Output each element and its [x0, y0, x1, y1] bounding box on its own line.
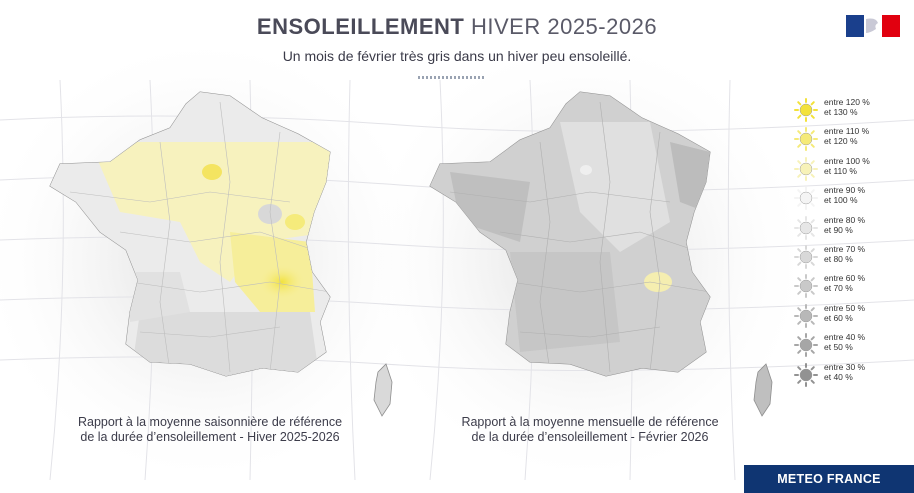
- sun-icon: [794, 186, 818, 211]
- title-period: HIVER 2025-2026: [471, 14, 658, 39]
- legend-label-line: et 120 %: [824, 136, 858, 147]
- caption-line: Rapport à la moyenne mensuelle de référe…: [461, 415, 719, 429]
- title-main: ENSOLEILLEMENT: [256, 14, 465, 39]
- legend-label-line: entre 40 %: [824, 332, 866, 343]
- sun-icon: [794, 244, 818, 269]
- caption-line: Rapport à la moyenne saisonnière de réfé…: [77, 415, 343, 429]
- legend-label: entre 60 % et 70 %: [824, 273, 865, 293]
- sun-icon: [794, 98, 818, 122]
- legend-label: entre 50 % et 60 %: [824, 303, 865, 323]
- legend: entre 120 % et 130 % entre 110 % et 120 % en…: [790, 96, 910, 390]
- legend-label: entre 100 % et 110 %: [824, 156, 870, 176]
- legend-label: entre 90 % et 100 %: [824, 185, 865, 205]
- legend-label-line: entre 120 %: [824, 97, 870, 107]
- legend-label-line: et 110 %: [824, 165, 857, 176]
- caption-winter-season: Rapport à la moyenne saisonnière de réfé…: [30, 415, 390, 445]
- legend-label-line: et 130 %: [824, 107, 858, 117]
- legend-label: entre 120 % et 130 %: [824, 97, 870, 117]
- legend-item: entre 40 % et 50 %: [790, 331, 910, 360]
- legend-label-line: et 80 %: [824, 253, 853, 264]
- sun-icon: [794, 333, 818, 358]
- meteo-france-logo: METEO FRANCE: [744, 465, 914, 493]
- legend-label: entre 30 % et 40 %: [824, 362, 865, 382]
- legend-item: entre 120 % et 130 %: [790, 96, 910, 125]
- legend-label-line: entre 30 %: [824, 361, 866, 372]
- legend-item: entre 100 % et 110 %: [790, 155, 910, 184]
- sun-icon: [794, 274, 818, 299]
- legend-label-line: et 40 %: [824, 371, 853, 382]
- legend-item: entre 90 % et 100 %: [790, 184, 910, 213]
- legend-item: entre 50 % et 60 %: [790, 302, 910, 331]
- legend-label: entre 70 % et 80 %: [824, 244, 865, 264]
- caption-february: Rapport à la moyenne mensuelle de référe…: [410, 415, 770, 445]
- legend-label: entre 40 % et 50 %: [824, 332, 865, 352]
- legend-label-line: entre 50 %: [824, 302, 866, 313]
- legend-label-line: entre 90 %: [824, 185, 866, 196]
- sun-icon: [794, 156, 818, 181]
- page-title: ENSOLEILLEMENT HIVER 2025-2026: [0, 14, 914, 40]
- legend-label-line: et 60 %: [824, 312, 853, 323]
- legend-item: entre 110 % et 120 %: [790, 125, 910, 154]
- legend-label: entre 80 % et 90 %: [824, 215, 865, 235]
- legend-item: entre 80 % et 90 %: [790, 214, 910, 243]
- legend-label-line: et 70 %: [824, 283, 853, 294]
- sun-icon: [794, 127, 818, 152]
- legend-label-line: et 100 %: [824, 195, 858, 206]
- legend-label-line: et 90 %: [824, 224, 853, 235]
- republic-flag-logo: [846, 15, 900, 37]
- legend-item: entre 30 % et 40 %: [790, 361, 910, 390]
- legend-label-line: entre 110 %: [824, 126, 870, 137]
- legend-label: entre 110 % et 120 %: [824, 126, 869, 146]
- legend-label-line: entre 100 %: [824, 155, 870, 166]
- map-winter-season: [49, 91, 393, 417]
- sun-icon: [794, 215, 818, 240]
- page-subtitle: Un mois de février très gris dans un hiv…: [282, 48, 632, 64]
- title-separator: [418, 76, 486, 79]
- caption-line: de la durée d’ensoleillement - Février 2…: [471, 430, 709, 444]
- legend-label-line: entre 80 %: [824, 214, 866, 225]
- legend-label-line: entre 70 %: [824, 243, 866, 254]
- legend-item: entre 60 % et 70 %: [790, 272, 910, 301]
- sun-icon: [794, 303, 818, 328]
- legend-label-line: entre 60 %: [824, 273, 866, 284]
- sun-icon: [794, 362, 818, 387]
- legend-label-line: et 50 %: [824, 342, 853, 353]
- legend-item: entre 70 % et 80 %: [790, 243, 910, 272]
- caption-line: de la durée d’ensoleillement - Hiver 202…: [80, 430, 340, 444]
- map-february: [429, 91, 773, 417]
